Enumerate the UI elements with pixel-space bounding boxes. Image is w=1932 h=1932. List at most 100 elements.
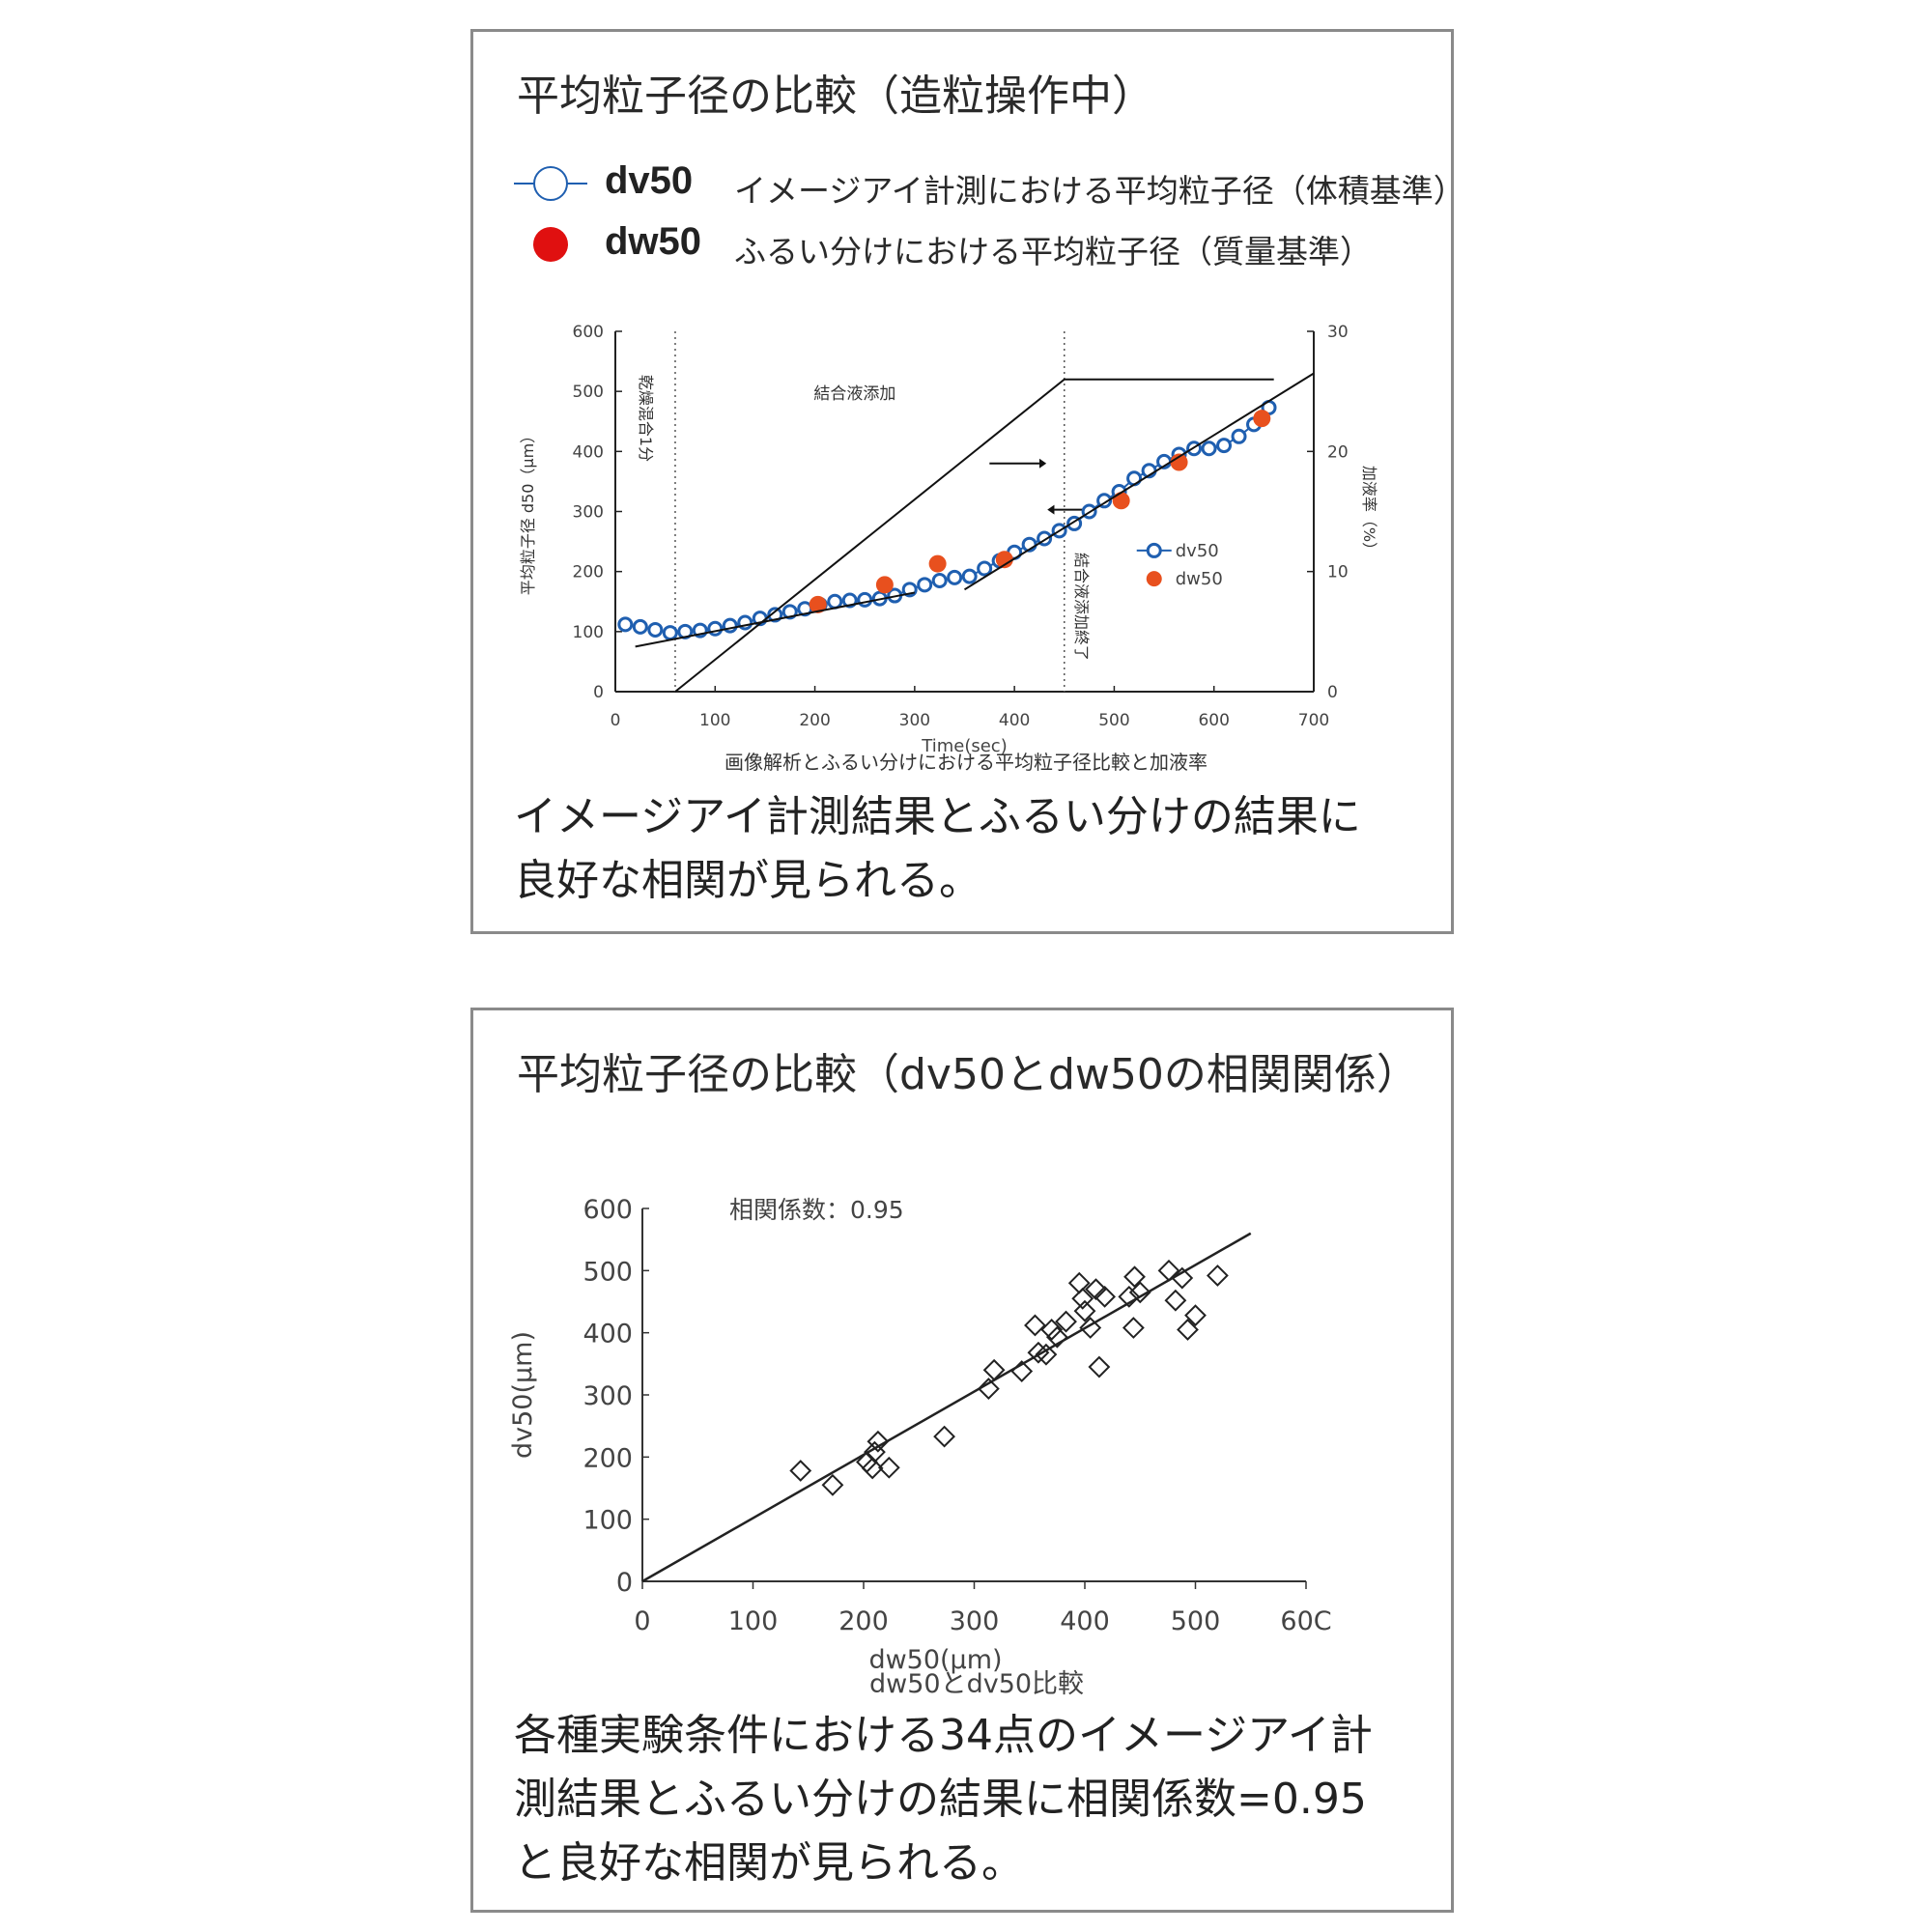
panel-time-comparison: 平均粒子径の比較（造粒操作中） dv50 イメージアイ計測における平均粒子径（体… — [470, 29, 1465, 934]
data-point-diamond — [1094, 1285, 1117, 1308]
data-point-dv50 — [767, 607, 783, 623]
y-tick-label: 100 — [573, 623, 604, 642]
y-tick-label: 100 — [582, 1506, 633, 1536]
data-point-diamond — [821, 1473, 844, 1496]
series-line-trend-late — [963, 372, 1315, 591]
panel1-title: 平均粒子径の比較（造粒操作中） — [517, 71, 1154, 121]
y-tick-label: 400 — [582, 1320, 633, 1350]
inner-legend-label-dv50: dv50 — [1176, 541, 1219, 561]
panel1-summary-line: 良好な相関が見られる。 — [514, 856, 981, 905]
data-point-diamond — [1184, 1304, 1207, 1327]
x-tick-label: 200 — [838, 1606, 889, 1636]
y-tick-label: 200 — [582, 1443, 633, 1473]
x-tick-label: 400 — [999, 711, 1030, 730]
y-tick-label: 500 — [582, 1257, 633, 1287]
series-line-dv50 — [625, 407, 1270, 635]
y-axis-label: dv50(μm) — [508, 1331, 538, 1459]
y2-tick-label: 10 — [1327, 563, 1349, 582]
inner-legend-label-dw50: dw50 — [1176, 569, 1223, 589]
arrow-right-head — [1038, 458, 1047, 469]
legend-desc-dv50: イメージアイ計測における平均粒子径（体積基準） — [734, 172, 1465, 210]
inner-legend-marker-dv50 — [1146, 542, 1162, 558]
data-point-dw50 — [995, 551, 1013, 569]
series-line-加液率 — [674, 378, 1274, 693]
y-tick-label: 500 — [573, 383, 604, 402]
x-tick-label: 60C — [1280, 1606, 1331, 1636]
x-tick-label: 0 — [611, 711, 621, 730]
y-tick-label: 0 — [616, 1568, 633, 1598]
data-point-dv50 — [857, 591, 873, 608]
data-point-diamond — [982, 1358, 1006, 1381]
y-axis-label: 平均粒子径 d50（μm） — [519, 428, 537, 595]
x-tick-label: 500 — [1098, 711, 1129, 730]
data-point-dv50 — [1231, 428, 1247, 444]
chart-correlation-scatter: 0 100 200 300 400 500 600 0 100 200 300 400 500 60C dw… — [508, 1195, 1332, 1675]
data-point-diamond — [1085, 1278, 1107, 1301]
x-tick-label: 200 — [799, 711, 830, 730]
annotation-binder-end: 結合液添加終了 — [1072, 553, 1091, 661]
data-point-diamond — [1122, 1317, 1145, 1339]
data-point-diamond — [1040, 1319, 1064, 1341]
panel2-summary-line: 各種実験条件における34点のイメージアイ計 — [514, 1711, 1373, 1760]
data-point-diamond — [933, 1425, 955, 1448]
data-point-dv50 — [977, 560, 993, 577]
panel1-summary: イメージアイ計測結果とふるい分けの結果に 良好な相関が見られる。 — [514, 785, 1361, 913]
data-point-dv50 — [1201, 440, 1217, 457]
data-point-diamond — [1045, 1325, 1068, 1349]
y-tick-label: 400 — [573, 442, 604, 462]
data-point-diamond — [867, 1430, 890, 1453]
data-point-dw50 — [809, 595, 827, 613]
y2-tick-label: 20 — [1327, 442, 1349, 462]
data-point-dv50 — [841, 592, 858, 609]
data-point-dv50 — [617, 616, 634, 633]
y2-tick-label: 0 — [1327, 683, 1338, 702]
data-point-diamond — [861, 1457, 884, 1480]
x-tick-label: 600 — [1198, 711, 1229, 730]
x-tick-label: 300 — [899, 711, 930, 730]
data-point-dv50 — [961, 568, 978, 584]
x-axis-label: Time(sec) — [921, 736, 1007, 756]
data-point-dw50 — [928, 554, 947, 573]
data-point-diamond — [877, 1456, 900, 1479]
x-tick-label: 300 — [950, 1606, 1000, 1636]
panel-correlation: 平均粒子径の比較（dv50とdw50の相関関係） 0 100 200 300 400 50… — [470, 1008, 1454, 1913]
data-point-diamond — [1071, 1287, 1094, 1310]
correlation-annotation: 相関係数：0.95 — [729, 1196, 904, 1224]
data-point-diamond — [1128, 1281, 1151, 1304]
y2-tick-label: 30 — [1327, 323, 1349, 342]
data-point-diamond — [1177, 1319, 1199, 1341]
annotation-dry-mix: 乾燥混合1分 — [637, 375, 655, 462]
data-point-dv50 — [662, 625, 678, 641]
data-point-diamond — [1164, 1289, 1187, 1312]
y2-axis-label: 加液率（%） — [1360, 466, 1378, 557]
x-tick-label: 500 — [1171, 1606, 1221, 1636]
y-tick-label: 0 — [593, 683, 604, 702]
data-point-diamond — [1088, 1355, 1111, 1378]
y-tick-label: 300 — [582, 1381, 633, 1411]
data-point-diamond — [1206, 1264, 1229, 1287]
y-tick-label: 300 — [573, 503, 604, 523]
x-tick-label: 100 — [699, 711, 730, 730]
panel2-summary-line: と良好な相関が見られる。 — [514, 1838, 1024, 1888]
chart1-caption: 画像解析とふるい分けにおける平均粒子径比較と加液率 — [724, 751, 1208, 774]
data-point-diamond — [1123, 1265, 1146, 1289]
data-point-dv50 — [827, 593, 843, 610]
data-point-dw50 — [1253, 410, 1271, 428]
x-tick-label: 700 — [1298, 711, 1329, 730]
data-point-dv50 — [1216, 438, 1233, 454]
data-point-dv50 — [917, 577, 933, 593]
data-point-diamond — [1035, 1343, 1058, 1366]
data-point-dv50 — [632, 618, 648, 635]
data-point-dw50 — [1170, 453, 1188, 471]
data-point-diamond — [1024, 1314, 1046, 1337]
data-point-diamond — [1073, 1299, 1096, 1322]
data-point-dw50 — [875, 576, 894, 594]
data-point-dv50 — [1096, 493, 1113, 509]
x-tick-label: 100 — [728, 1606, 779, 1636]
data-point-diamond — [977, 1378, 1000, 1400]
x-tick-label: 400 — [1060, 1606, 1110, 1636]
data-point-diamond — [1010, 1360, 1034, 1382]
inner-legend-marker-dw50 — [1146, 571, 1162, 587]
panel1-summary-line: イメージアイ計測結果とふるい分けの結果に — [514, 792, 1361, 841]
